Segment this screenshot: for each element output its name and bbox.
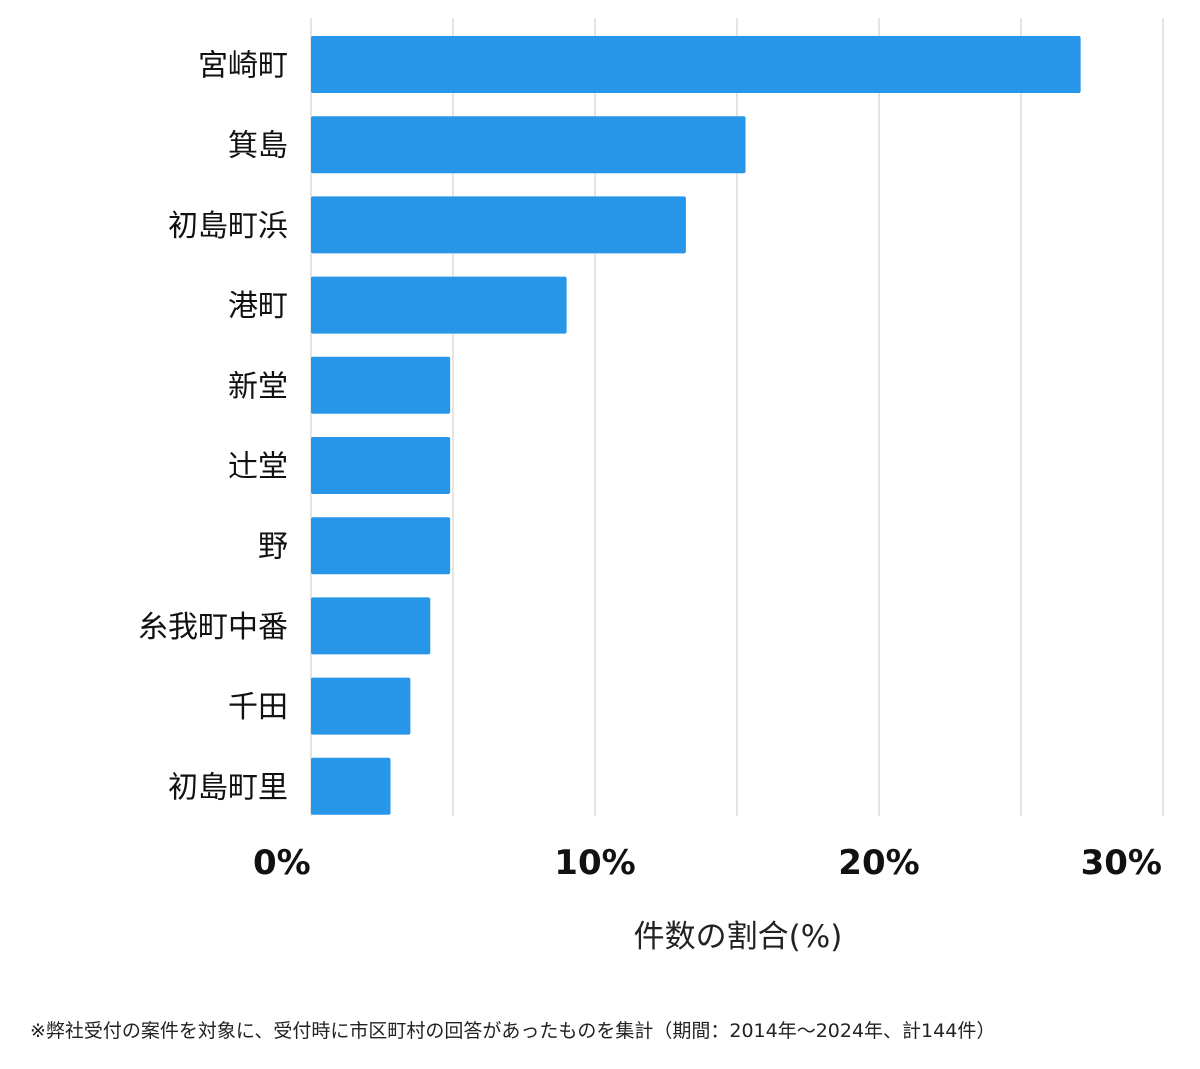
category-label: 箕島: [228, 129, 288, 164]
category-label: 糸我町中番: [138, 610, 288, 645]
bar-辻堂: [311, 437, 451, 494]
bar-新堂: [311, 356, 451, 414]
x-tick-label: 30%: [1081, 843, 1162, 883]
category-label: 野: [258, 530, 288, 565]
bar-宮崎町: [311, 36, 1081, 93]
bar-初島町浜: [311, 196, 686, 254]
footnote: ※弊社受付の案件を対象に、受付時に市区町村の回答があったものを集計（期間：201…: [30, 1020, 996, 1042]
bar-千田: [311, 677, 411, 735]
x-tick-label: 20%: [838, 843, 919, 883]
x-tick-label: 10%: [554, 843, 635, 883]
bars: [311, 36, 1081, 815]
x-tick-labels: 0% 10% 20% 30%: [253, 843, 1162, 883]
bar-野: [311, 517, 451, 575]
x-tick-label: 0%: [253, 843, 311, 883]
bar-箕島: [311, 116, 746, 174]
category-label: 千田: [228, 690, 288, 725]
bar-初島町里: [311, 757, 391, 815]
x-axis-title: 件数の割合(%): [634, 919, 843, 955]
category-label: 初島町里: [168, 770, 288, 805]
category-label: 初島町浜: [168, 209, 288, 244]
category-label: 港町: [228, 289, 288, 324]
category-label: 新堂: [228, 369, 288, 404]
category-label: 宮崎町: [198, 49, 288, 84]
bar-糸我町中番: [311, 597, 431, 655]
bar-港町: [311, 276, 567, 334]
category-label: 辻堂: [228, 450, 288, 485]
